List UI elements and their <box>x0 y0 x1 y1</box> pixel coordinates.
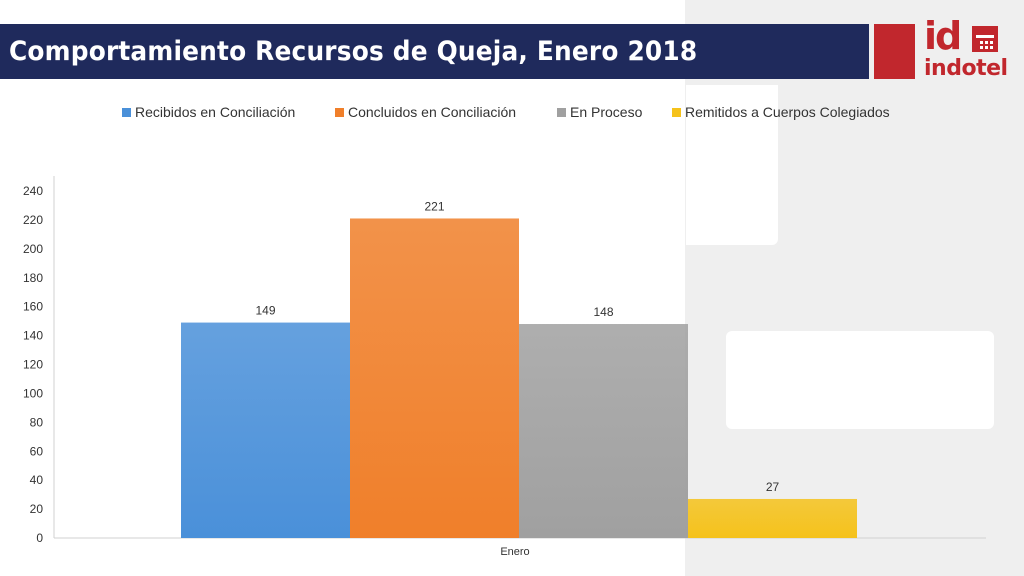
logo-accent-block <box>874 24 915 79</box>
legend-label: Remitidos a Cuerpos Colegiados <box>685 104 890 120</box>
legend-item-remitidos: Remitidos a Cuerpos Colegiados <box>672 104 890 120</box>
background-card-top <box>686 85 778 245</box>
bar-1 <box>350 218 519 539</box>
legend-item-concluidos: Concluidos en Conciliación <box>335 104 516 120</box>
data-label: 148 <box>593 305 613 319</box>
y-tick-label: 240 <box>23 184 43 198</box>
bar-3 <box>688 498 857 538</box>
y-tick-label: 20 <box>30 502 44 516</box>
logo-grid-icon <box>972 26 998 52</box>
legend-label: En Proceso <box>570 104 643 120</box>
bar-0 <box>181 322 350 538</box>
legend-item-en-proceso: En Proceso <box>557 104 642 120</box>
title-bar: Comportamiento Recursos de Queja, Enero … <box>0 24 869 79</box>
legend-item-recibidos: Recibidos en Conciliación <box>122 104 295 120</box>
data-label: 149 <box>255 304 275 318</box>
y-tick-label: 60 <box>30 444 44 458</box>
legend-swatch <box>122 107 131 117</box>
legend-label: Concluidos en Conciliación <box>348 104 517 120</box>
y-tick-label: 100 <box>23 386 43 400</box>
logo-mark: id <box>924 14 962 58</box>
y-tick-label: 140 <box>23 329 43 343</box>
y-tick-label: 40 <box>30 473 44 487</box>
y-tick-label: 120 <box>23 358 43 372</box>
chart-legend: Recibidos en Conciliación Concluidos en … <box>0 104 1024 126</box>
y-tick-label: 0 <box>36 531 43 545</box>
page-title: Comportamiento Recursos de Queja, Enero … <box>9 36 698 67</box>
y-tick-label: 80 <box>30 415 44 429</box>
data-label: 221 <box>424 199 444 213</box>
y-tick-label: 200 <box>23 242 43 256</box>
x-tick-label: Enero <box>500 546 529 558</box>
y-tick-label: 220 <box>23 213 43 227</box>
indotel-logo: id indotel <box>922 14 1008 84</box>
data-label: 27 <box>766 480 780 494</box>
legend-swatch <box>335 107 344 117</box>
logo-name: indotel <box>924 56 1008 81</box>
legend-swatch <box>672 107 681 117</box>
legend-label: Recibidos en Conciliación <box>135 104 296 120</box>
y-tick-label: 160 <box>23 300 43 314</box>
y-tick-label: 180 <box>23 271 43 285</box>
background-card-bottom <box>726 331 994 429</box>
bar-2 <box>519 324 688 538</box>
legend-swatch <box>557 107 566 117</box>
